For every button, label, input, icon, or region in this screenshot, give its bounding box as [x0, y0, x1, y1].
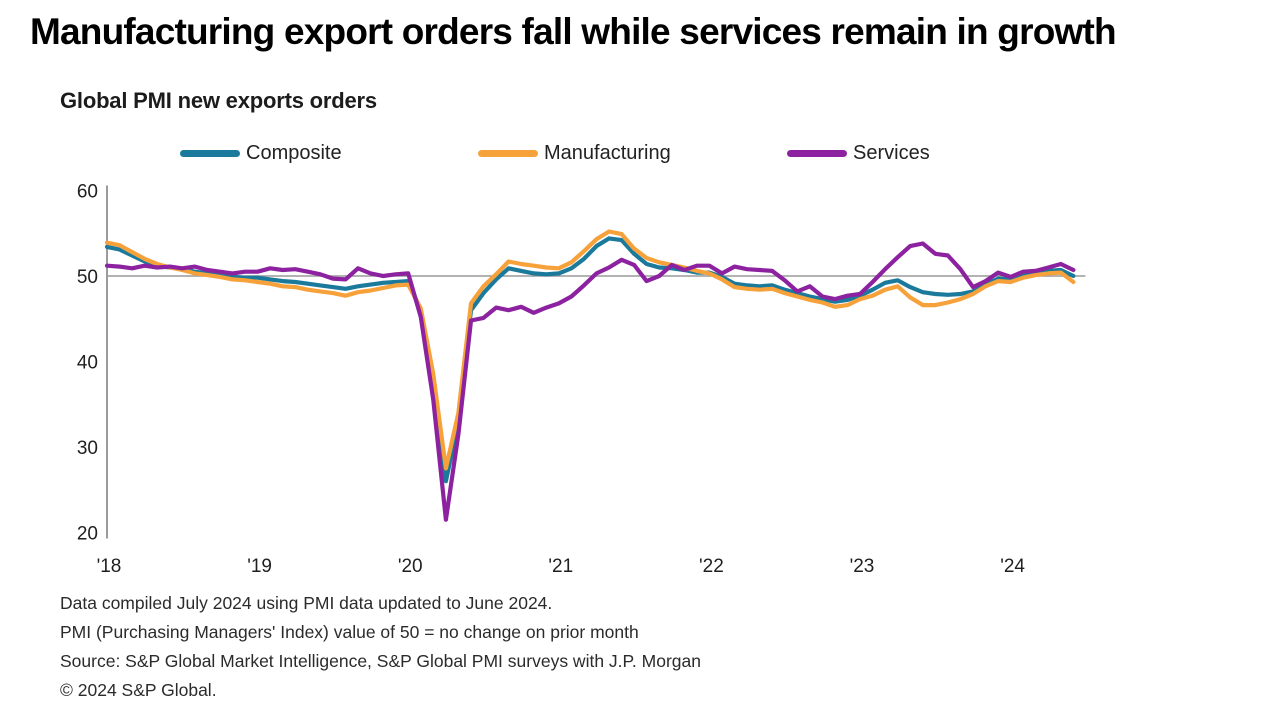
legend-label-services: Services — [853, 141, 930, 164]
x-axis-label: '23 — [850, 556, 875, 577]
chart-title: Global PMI new exports orders — [60, 88, 377, 113]
services-line-swatch-icon — [787, 149, 847, 157]
x-axis-label: '24 — [1000, 556, 1025, 577]
y-axis-label: 60 — [77, 182, 98, 203]
y-axis-label: 30 — [77, 438, 98, 459]
legend-label-manufacturing: Manufacturing — [544, 141, 671, 164]
legend-label-composite: Composite — [246, 141, 342, 164]
headline: Manufacturing export orders fall while s… — [30, 11, 1117, 52]
footnote-copyright: © 2024 S&P Global. — [60, 680, 217, 700]
pmi-line-chart: 20 30 40 50 60 '18 '19 '20 '21 '22 '23 '24 — [77, 182, 1086, 577]
composite-line-swatch-icon — [180, 149, 240, 157]
legend-item-services: Services — [787, 141, 930, 165]
x-axis-label: '20 — [398, 556, 423, 577]
footnote-pmi-definition: PMI (Purchasing Managers' Index) value o… — [60, 622, 639, 642]
legend-item-composite: Composite — [180, 141, 342, 165]
composite-line — [104, 236, 1076, 484]
legend-item-manufacturing: Manufacturing — [478, 141, 671, 165]
manufacturing-line — [104, 229, 1076, 471]
y-axis-label: 50 — [77, 267, 98, 288]
footnotes: Data compiled July 2024 using PMI data u… — [60, 589, 701, 705]
x-axis-label: '19 — [247, 556, 272, 577]
x-axis-label: '21 — [548, 556, 573, 577]
y-axis-label: 40 — [77, 353, 98, 374]
footnote-source: Source: S&P Global Market Intelligence, … — [60, 651, 701, 671]
manufacturing-line-swatch-icon — [478, 149, 538, 157]
footnote-data-compiled: Data compiled July 2024 using PMI data u… — [60, 593, 553, 613]
x-axis-label: '22 — [699, 556, 724, 577]
x-axis-label: '18 — [97, 556, 122, 577]
services-line — [104, 241, 1076, 522]
y-axis-label: 20 — [77, 524, 98, 545]
